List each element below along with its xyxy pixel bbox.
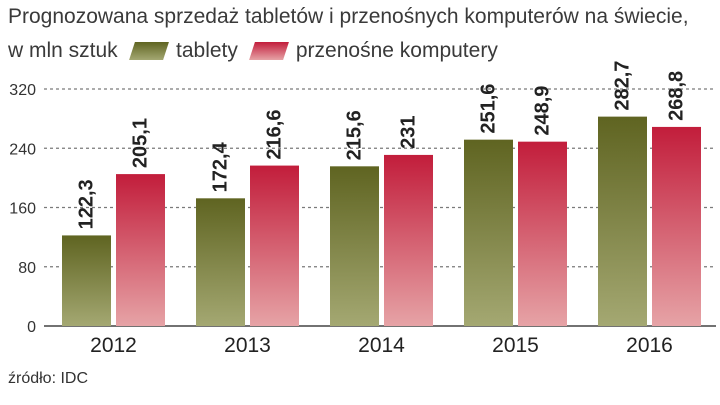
y-tick-label: 160 [9, 201, 36, 218]
x-axis-ticks: 2012 2013 2014 2015 2016 [90, 334, 673, 357]
bar-laptops-2012 [116, 174, 165, 326]
legend-label-tablets: tablety [176, 39, 238, 62]
data-label-tablets-2014: 215,6 [344, 110, 366, 160]
bar-tablets-2013 [196, 198, 245, 326]
chart-subtitle: w mln sztuk [8, 39, 118, 62]
x-tick-label: 2013 [224, 334, 271, 357]
data-label-laptops-2014: 231 [398, 116, 420, 149]
bar-laptops-2014 [384, 154, 433, 326]
data-labels: 122,3 205,1 172,4 216,6 215,6 231 251,6 248,9 28… [76, 61, 688, 230]
legend-item-tablets: tablety [129, 39, 238, 63]
y-tick-label: 240 [9, 141, 36, 158]
data-label-laptops-2012: 205,1 [130, 118, 152, 168]
y-tick-label: 0 [27, 319, 36, 336]
x-tick-label: 2014 [358, 334, 405, 357]
bar-laptops-2015 [518, 141, 567, 326]
data-label-laptops-2013: 216,6 [264, 110, 286, 160]
bar-tablets-2014 [330, 166, 379, 326]
legend-label-laptops: przenośne komputery [295, 39, 498, 62]
bar-laptops-2016 [652, 126, 701, 326]
data-label-tablets-2016: 282,7 [612, 61, 634, 111]
y-tick-label: 80 [18, 260, 36, 277]
y-tick-label: 320 [9, 82, 36, 99]
source-note: źródło: IDC [8, 370, 89, 387]
chart-title: Prognozowana sprzedaż tabletów i przenoś… [8, 5, 689, 28]
legend: tablety przenośne komputery [129, 38, 512, 64]
bar-tablets-2016 [598, 116, 647, 327]
x-tick-label: 2012 [90, 334, 137, 357]
bar-tablets-2012 [62, 235, 111, 326]
data-label-tablets-2013: 172,4 [210, 141, 232, 192]
data-label-laptops-2016: 268,8 [666, 71, 688, 121]
x-tick-label: 2016 [626, 334, 673, 357]
x-tick-label: 2015 [492, 334, 539, 357]
data-label-tablets-2015: 251,6 [478, 84, 500, 134]
bar-laptops-2013 [250, 165, 299, 326]
legend-item-laptops: przenośne komputery [248, 39, 498, 63]
y-axis-ticks: 0 80 160 240 320 [9, 82, 36, 336]
bars [62, 116, 701, 327]
data-label-laptops-2015: 248,9 [532, 86, 554, 136]
bar-tablets-2015 [464, 139, 513, 326]
data-label-tablets-2012: 122,3 [76, 179, 98, 229]
